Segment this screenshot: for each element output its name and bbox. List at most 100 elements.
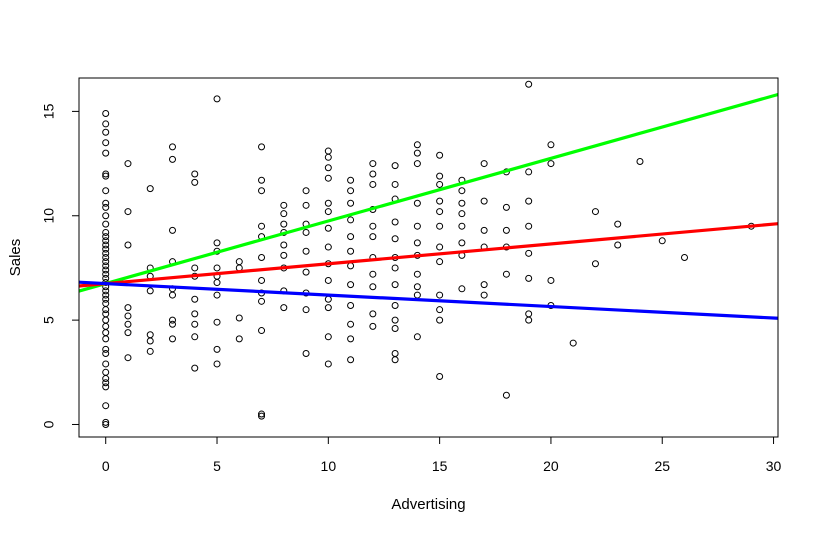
data-point xyxy=(102,350,110,358)
data-point xyxy=(547,276,555,284)
points-layer xyxy=(102,80,755,428)
data-point xyxy=(525,310,533,318)
data-point xyxy=(436,306,444,314)
data-point xyxy=(124,304,132,312)
data-point xyxy=(369,322,377,330)
data-point xyxy=(480,281,488,289)
data-point xyxy=(146,347,154,355)
data-point xyxy=(436,172,444,180)
data-point xyxy=(369,222,377,230)
data-point xyxy=(102,383,110,391)
data-point xyxy=(102,109,110,117)
data-point xyxy=(324,360,332,368)
data-point xyxy=(169,335,176,343)
data-point xyxy=(391,324,399,332)
data-point xyxy=(324,304,332,312)
data-point xyxy=(102,149,110,157)
data-point xyxy=(391,218,399,226)
data-point xyxy=(280,201,288,209)
data-point xyxy=(213,360,221,368)
data-point xyxy=(391,162,399,170)
data-point xyxy=(124,320,132,328)
data-point xyxy=(614,220,622,228)
data-point xyxy=(302,268,310,276)
data-point xyxy=(169,155,176,163)
data-point xyxy=(102,120,110,128)
data-point xyxy=(235,335,243,343)
data-point xyxy=(102,139,110,147)
data-point xyxy=(102,299,110,307)
data-point xyxy=(124,208,132,216)
data-point xyxy=(102,245,110,253)
data-point xyxy=(547,160,555,168)
lines-layer xyxy=(78,92,779,320)
data-point xyxy=(102,228,110,236)
data-point xyxy=(258,222,266,230)
data-point xyxy=(213,239,221,247)
data-point xyxy=(347,302,355,310)
y-tick-label: 5 xyxy=(41,316,57,324)
data-point xyxy=(191,320,199,328)
data-point xyxy=(658,237,666,245)
data-point xyxy=(191,264,199,272)
data-point xyxy=(591,208,599,216)
data-point xyxy=(413,149,421,157)
data-point xyxy=(502,270,510,278)
data-point xyxy=(191,364,199,372)
data-point xyxy=(213,264,221,272)
data-point xyxy=(258,143,266,151)
data-point xyxy=(102,270,110,278)
data-point xyxy=(102,212,110,220)
data-point xyxy=(124,312,132,320)
data-point xyxy=(102,345,110,353)
data-point xyxy=(369,283,377,291)
data-point xyxy=(413,222,421,230)
data-point xyxy=(436,291,444,299)
data-point xyxy=(258,187,266,195)
data-point xyxy=(347,356,355,364)
data-point xyxy=(458,222,466,230)
data-point xyxy=(302,306,310,314)
data-point xyxy=(302,350,310,358)
data-point xyxy=(347,216,355,224)
data-point xyxy=(413,239,421,247)
data-point xyxy=(102,233,110,241)
data-point xyxy=(258,276,266,284)
data-point xyxy=(102,172,110,180)
data-point xyxy=(102,360,110,368)
data-point xyxy=(124,160,132,168)
data-point xyxy=(525,222,533,230)
x-tick-label: 0 xyxy=(102,458,110,474)
data-point xyxy=(302,187,310,195)
data-point xyxy=(102,368,110,376)
data-point xyxy=(502,391,510,399)
data-point xyxy=(591,260,599,268)
data-point xyxy=(324,147,332,155)
data-point xyxy=(324,164,332,172)
data-point xyxy=(413,333,421,341)
data-point xyxy=(280,220,288,228)
data-point xyxy=(102,295,110,303)
y-tick-label: 10 xyxy=(41,208,57,224)
data-point xyxy=(480,226,488,234)
fit-line-0 xyxy=(78,92,779,293)
data-point xyxy=(191,310,199,318)
data-point xyxy=(146,331,154,339)
data-point xyxy=(280,251,288,259)
data-point xyxy=(436,243,444,251)
data-point xyxy=(324,208,332,216)
data-point xyxy=(258,327,266,335)
data-point xyxy=(124,241,132,249)
data-point xyxy=(102,379,110,387)
data-point xyxy=(102,170,110,178)
data-point xyxy=(258,176,266,184)
data-point xyxy=(102,266,110,274)
data-point xyxy=(391,264,399,272)
data-point xyxy=(413,270,421,278)
data-point xyxy=(458,285,466,293)
data-point xyxy=(413,141,421,149)
data-point xyxy=(347,335,355,343)
data-point xyxy=(146,287,154,295)
data-point xyxy=(369,180,377,188)
y-axis-title: Sales xyxy=(7,239,24,277)
